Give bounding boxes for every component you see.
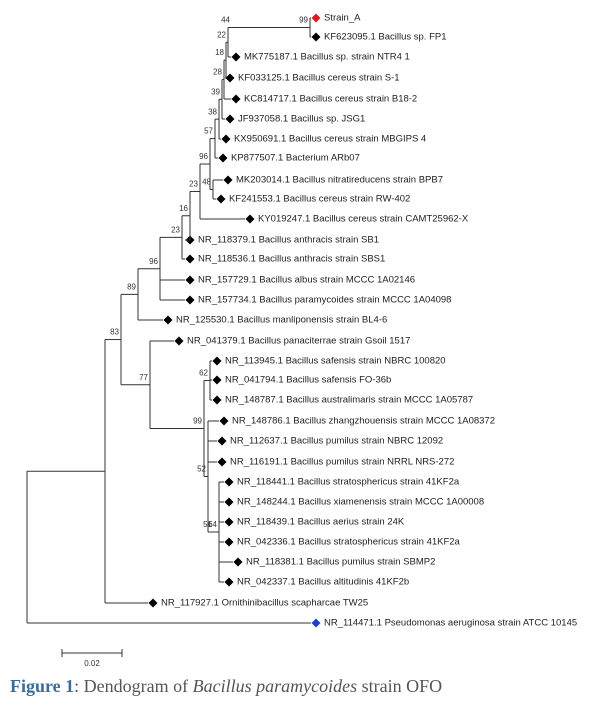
leaf-label: NR_041379.1 Bacillus panaciterrae strain… bbox=[187, 336, 410, 347]
leaf-marker bbox=[245, 214, 255, 224]
leaf-label: KP877507.1 Bacterium ARb07 bbox=[231, 153, 360, 164]
leaf-label: NR_118381.1 Bacillus pumilus strain SBMP… bbox=[246, 557, 435, 568]
leaf-label: NR_118536.1 Bacillus anthracis strain SB… bbox=[198, 254, 385, 265]
leaf-label: NR_118439.1 Bacillus aerius strain 24K bbox=[237, 517, 405, 528]
leaf-label: KX950691.1 Bacillus cereus strain MBGIPS… bbox=[234, 134, 426, 145]
leaf-label: NR_113945.1 Bacillus safensis strain NBR… bbox=[225, 356, 446, 367]
leaf-label: NR_042337.1 Bacillus altitudinis 41KF2b bbox=[237, 577, 409, 588]
leaf-label: KF033125.1 Bacillus cereus strain S-1 bbox=[238, 73, 400, 84]
leaf-label: NR_157729.1 Bacillus albus strain MCCC 1… bbox=[198, 275, 415, 286]
leaf-label: NR_125530.1 Bacillus manliponensis strai… bbox=[176, 315, 387, 326]
leaf-label: NR_112637.1 Bacillus pumilus strain NBRC… bbox=[230, 436, 443, 447]
scale-label: 0.02 bbox=[84, 659, 100, 668]
leaf-label: NR_041794.1 Bacillus safensis FO-36b bbox=[225, 375, 391, 386]
bootstrap-value: 23 bbox=[171, 225, 180, 234]
bootstrap-value: 96 bbox=[149, 257, 158, 266]
leaf-marker bbox=[212, 395, 222, 405]
leaf-marker bbox=[174, 336, 184, 346]
leaf-label: KF623095.1 Bacillus sp. FP1 bbox=[324, 32, 447, 43]
bootstrap-value: 57 bbox=[204, 127, 213, 136]
leaf-marker bbox=[185, 254, 195, 264]
leaf-marker bbox=[218, 153, 228, 163]
leaf-label: NR_118379.1 Bacillus anthracis strain SB… bbox=[198, 235, 379, 246]
bootstrap-value: 99 bbox=[193, 417, 202, 426]
caption-text: strain OFO bbox=[357, 676, 443, 696]
leaf-marker bbox=[148, 598, 158, 608]
bootstrap-value: 22 bbox=[217, 30, 226, 39]
bootstrap-value: 62 bbox=[199, 369, 208, 378]
leaf-marker bbox=[311, 618, 321, 628]
leaf-label: MK203014.1 Bacillus nitratireducens stra… bbox=[236, 175, 443, 186]
leaf-label: KC814717.1 Bacillus cereus strain B18-2 bbox=[244, 94, 417, 105]
leaf-label: KY019247.1 Bacillus cereus strain CAMT25… bbox=[258, 214, 469, 225]
leaf-marker bbox=[225, 114, 235, 124]
bootstrap-value: 44 bbox=[221, 16, 230, 25]
leaf-marker bbox=[221, 134, 231, 144]
tree: 0.02 Strain_A KF623095.1 Bacillus sp. FP1… bbox=[26, 13, 577, 668]
leaf-marker bbox=[233, 557, 243, 567]
leaf-marker bbox=[225, 73, 235, 83]
leaf-marker bbox=[311, 32, 321, 42]
leaf-marker bbox=[223, 175, 233, 185]
bootstrap-value: 38 bbox=[208, 107, 217, 116]
leaf-marker bbox=[212, 375, 222, 385]
bootstrap-value: 48 bbox=[202, 178, 211, 187]
leaf-label: NR_157734.1 Bacillus paramycoides strain… bbox=[198, 295, 451, 306]
leaf-marker bbox=[231, 52, 241, 62]
leaf-marker bbox=[231, 94, 241, 104]
leaf-marker bbox=[212, 356, 222, 366]
caption-text: : Dendogram of bbox=[74, 676, 193, 696]
caption: Figure 1: Dendogram of Bacillus paramyco… bbox=[10, 676, 442, 697]
leaf-marker bbox=[217, 436, 227, 446]
leaf-label: NR_117927.1 Ornithinibacillus scapharcae… bbox=[161, 598, 368, 609]
leaf-label: MK775187.1 Bacillus sp. strain NTR4 1 bbox=[244, 52, 410, 63]
leaf-marker bbox=[217, 457, 227, 467]
bootstrap-value: 96 bbox=[199, 152, 208, 161]
leaf-marker bbox=[185, 295, 195, 305]
leaf-label: KF241553.1 Bacillus cereus strain RW-402 bbox=[229, 194, 410, 205]
bootstrap-value: 52 bbox=[197, 465, 206, 474]
bootstrap-value: 18 bbox=[215, 48, 224, 57]
bootstrap-value: 16 bbox=[179, 204, 188, 213]
leaf-marker bbox=[311, 13, 321, 23]
leaf-marker bbox=[224, 477, 234, 487]
leaf-label: NR_148787.1 Bacillus australimaris strai… bbox=[225, 395, 473, 406]
bootstrap-value: 77 bbox=[139, 373, 148, 382]
leaf-marker bbox=[219, 416, 229, 426]
bootstrap-value: 99 bbox=[299, 16, 308, 25]
leaf-label: NR_116191.1 Bacillus pumilus strain NRRL… bbox=[230, 457, 454, 468]
leaf-marker bbox=[224, 497, 234, 507]
bootstrap-value: 23 bbox=[189, 180, 198, 189]
bootstrap-value: 28 bbox=[213, 68, 222, 77]
bootstrap-value: 83 bbox=[110, 328, 119, 337]
leaf-label: NR_042336.1 Bacillus stratosphericus str… bbox=[237, 537, 461, 548]
leaf-marker bbox=[185, 275, 195, 285]
bootstrap-value: 64 bbox=[208, 520, 217, 529]
leaf-marker bbox=[224, 537, 234, 547]
leaf-label: Strain_A bbox=[324, 13, 361, 24]
species: Bacillus paramycoides bbox=[192, 676, 358, 696]
leaf-label: JF937058.1 Bacillus sp. JSG1 bbox=[238, 114, 365, 125]
leaf-marker bbox=[224, 577, 234, 587]
leaf-label: NR_118441.1 Bacillus stratosphericus str… bbox=[237, 477, 460, 488]
leaf-label: NR_148786.1 Bacillus zhangzhouensis stra… bbox=[232, 416, 495, 427]
leaf-marker bbox=[224, 517, 234, 527]
leaf-marker bbox=[163, 315, 173, 325]
leaf-label: NR_114471.1 Pseudomonas aeruginosa strai… bbox=[324, 618, 577, 629]
bootstrap-value: 39 bbox=[211, 87, 220, 96]
leaf-label: NR_148244.1 Bacillus xiamenensis strain … bbox=[237, 497, 484, 508]
leaf-marker bbox=[216, 194, 226, 204]
figure-number: Figure 1 bbox=[10, 676, 75, 696]
bootstrap-value: 89 bbox=[127, 282, 136, 291]
